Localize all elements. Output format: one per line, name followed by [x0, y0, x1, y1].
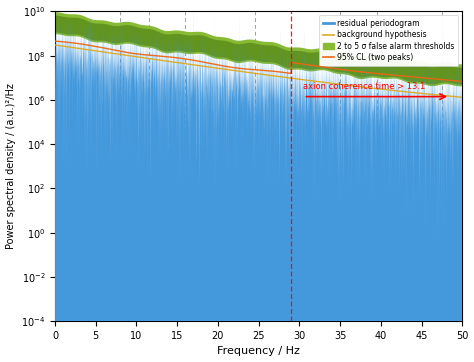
Legend: residual periodogram, background hypothesis, 2 to 5 σ false alarm thresholds, 95: residual periodogram, background hypothe…: [319, 15, 458, 66]
X-axis label: Frequency / Hz: Frequency / Hz: [217, 346, 300, 357]
Y-axis label: Power spectral density / (a.u.)²/Hz: Power spectral density / (a.u.)²/Hz: [6, 83, 16, 249]
Text: axion coherence time > 13.1: axion coherence time > 13.1: [303, 82, 426, 91]
